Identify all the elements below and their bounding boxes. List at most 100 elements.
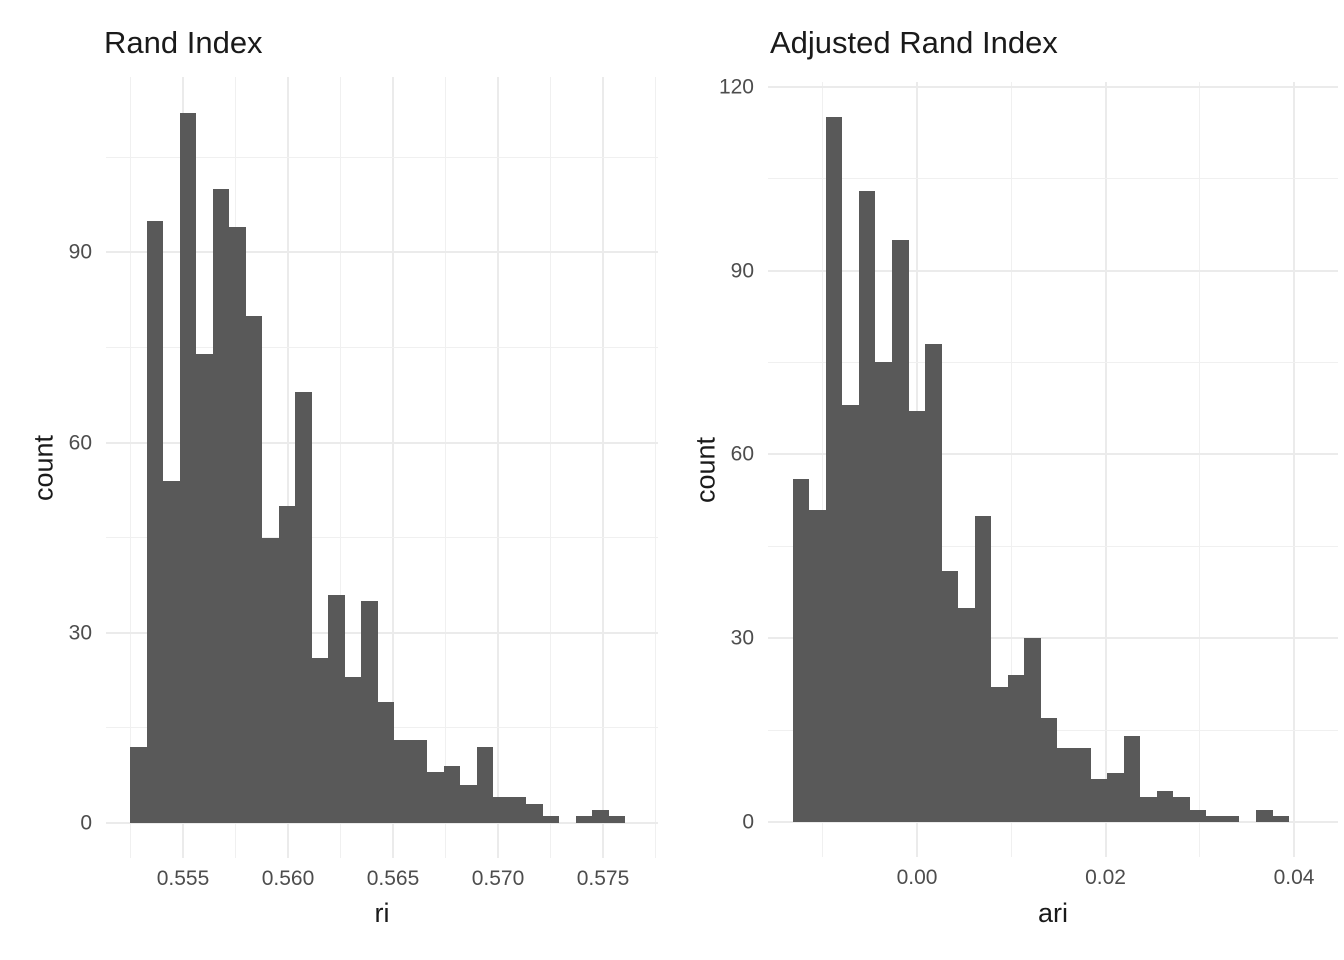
- x-tick-label: 0.565: [366, 867, 420, 890]
- y-minor-gridline: [106, 156, 658, 158]
- y-tick-label: 60: [730, 442, 754, 466]
- histogram-bar: [1206, 815, 1223, 822]
- x-axis-title-left: ri: [374, 898, 390, 928]
- x-tick-label: 0.555: [156, 867, 210, 890]
- histogram-bar: [842, 405, 859, 822]
- x-minor-gridline: [445, 77, 446, 858]
- x-tick-label: 0.02: [1085, 866, 1126, 889]
- y-tick-label: 0: [80, 811, 92, 835]
- histogram-bar: [311, 657, 329, 823]
- histogram-bar: [278, 505, 296, 823]
- histogram-bar: [941, 570, 959, 822]
- x-major-gridline: [1104, 82, 1107, 857]
- plot-title-rand-index: Rand Index: [104, 25, 263, 60]
- histogram-bar: [1156, 791, 1174, 822]
- y-tick-label: 90: [730, 259, 754, 283]
- x-tick-label: 0.570: [471, 867, 525, 890]
- y-major-gridline: [106, 821, 658, 824]
- y-tick-label: 30: [68, 621, 92, 645]
- histogram-bar: [163, 480, 180, 823]
- y-tick-label: 30: [730, 626, 754, 650]
- histogram-bar: [377, 702, 395, 823]
- y-minor-gridline: [768, 545, 1338, 547]
- histogram-bar: [344, 676, 362, 823]
- histogram-bar: [526, 803, 543, 823]
- histogram-bar: [1024, 638, 1041, 822]
- histogram-bar: [229, 227, 246, 823]
- y-major-gridline: [768, 453, 1338, 456]
- histogram-bar: [1222, 815, 1240, 822]
- x-minor-gridline: [1199, 82, 1201, 857]
- y-tick-label: 60: [68, 431, 92, 455]
- histogram-bar: [1090, 779, 1108, 822]
- plot-panel-adjusted-rand-index: [768, 82, 1338, 857]
- histogram-bar: [1123, 736, 1141, 822]
- histogram-bar: [179, 113, 197, 823]
- x-major-gridline: [1293, 82, 1295, 857]
- y-major-gridline: [106, 251, 658, 254]
- histogram-bar: [146, 220, 164, 823]
- histogram-bar: [1173, 797, 1190, 822]
- histogram-bar: [542, 816, 560, 823]
- histogram-bar: [875, 362, 892, 822]
- y-major-gridline: [106, 631, 658, 634]
- histogram-bar: [245, 315, 263, 823]
- histogram-bar: [974, 515, 992, 822]
- histogram-bar: [427, 772, 444, 823]
- plot-panel-rand-index: [106, 77, 658, 858]
- y-tick-label: 0: [742, 810, 754, 834]
- histogram-bar: [592, 810, 609, 823]
- histogram-bar: [361, 600, 378, 823]
- y-minor-gridline: [106, 347, 658, 348]
- histogram-bar: [394, 740, 411, 823]
- x-minor-gridline: [130, 77, 131, 858]
- x-minor-gridline: [1010, 82, 1012, 857]
- y-major-gridline: [768, 637, 1338, 640]
- x-major-gridline: [287, 77, 289, 858]
- histogram-bar: [130, 746, 147, 823]
- histogram-bar: [1189, 809, 1207, 822]
- x-minor-gridline: [822, 82, 824, 857]
- histogram-bar: [1272, 815, 1290, 822]
- y-minor-gridline: [106, 537, 658, 539]
- histogram-bar: [410, 740, 428, 823]
- histogram-bar: [212, 189, 230, 823]
- histogram-bar: [295, 391, 312, 823]
- x-major-gridline: [392, 77, 394, 858]
- histogram-bar: [958, 607, 975, 822]
- histogram-bar: [509, 797, 527, 823]
- histogram-bar: [262, 537, 279, 823]
- y-minor-gridline: [768, 178, 1338, 180]
- histogram-bar: [196, 353, 213, 823]
- y-tick-label: 120: [718, 75, 754, 99]
- histogram-bar: [1057, 748, 1074, 822]
- histogram-bar: [792, 478, 810, 822]
- histogram-bar: [460, 784, 477, 823]
- histogram-bar: [575, 816, 593, 823]
- y-major-gridline: [768, 85, 1338, 88]
- y-minor-gridline: [768, 361, 1338, 363]
- x-major-gridline: [602, 77, 604, 858]
- histogram-bar: [991, 687, 1008, 822]
- x-tick-label: 0.560: [261, 867, 315, 890]
- plot-title-adjusted-rand-index: Adjusted Rand Index: [770, 25, 1058, 60]
- histogram-bar: [1107, 772, 1124, 822]
- x-tick-label: 0.04: [1273, 866, 1315, 889]
- histogram-bar: [809, 509, 826, 822]
- histogram-bar: [858, 190, 876, 822]
- histogram-bar: [493, 797, 510, 823]
- x-tick-label: 0.575: [576, 867, 630, 890]
- histogram-bar: [891, 239, 909, 822]
- y-tick-label: 90: [68, 240, 92, 264]
- y-major-gridline: [106, 441, 658, 444]
- x-minor-gridline: [550, 77, 551, 858]
- x-tick-label: 0.00: [896, 866, 938, 889]
- histogram-bar: [443, 765, 461, 823]
- histogram-bar: [1007, 674, 1025, 822]
- x-minor-gridline: [340, 77, 341, 858]
- histogram-bar: [1040, 717, 1058, 822]
- histogram-bar: [608, 816, 626, 823]
- histogram-bar: [1140, 797, 1157, 822]
- histogram-bar: [908, 411, 926, 822]
